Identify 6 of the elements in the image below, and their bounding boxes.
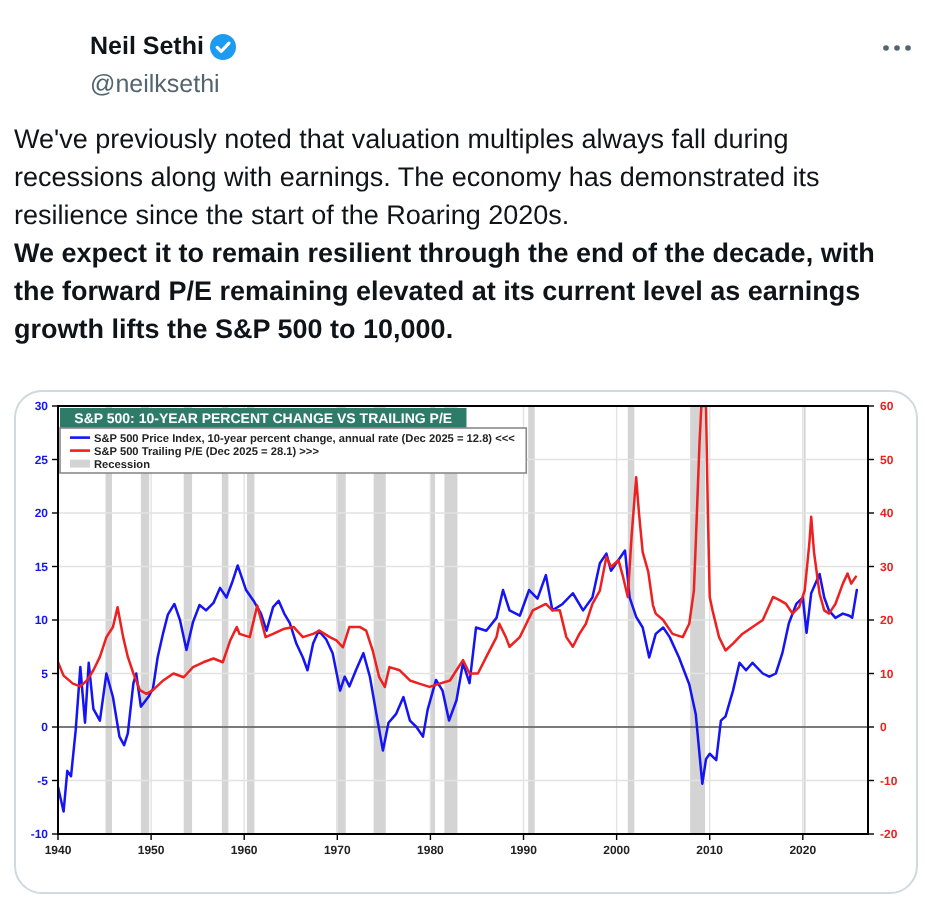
line-series xyxy=(58,406,858,696)
text: We expect it to remain resilient through the end of the decade, with the forward P/E remaining elevated at its current level as earnings growth lifts the S&P 500 to 10,000. xyxy=(14,236,877,348)
text: Neil Sethi xyxy=(90,30,204,64)
line-series xyxy=(58,549,859,813)
text: @neilksethi xyxy=(90,68,220,102)
text: We've previously noted that valuation multiples always fall during recessions along with earnings. The economy has demonstrated its resilience since the start of the Roaring 2020s. xyxy=(14,122,822,234)
